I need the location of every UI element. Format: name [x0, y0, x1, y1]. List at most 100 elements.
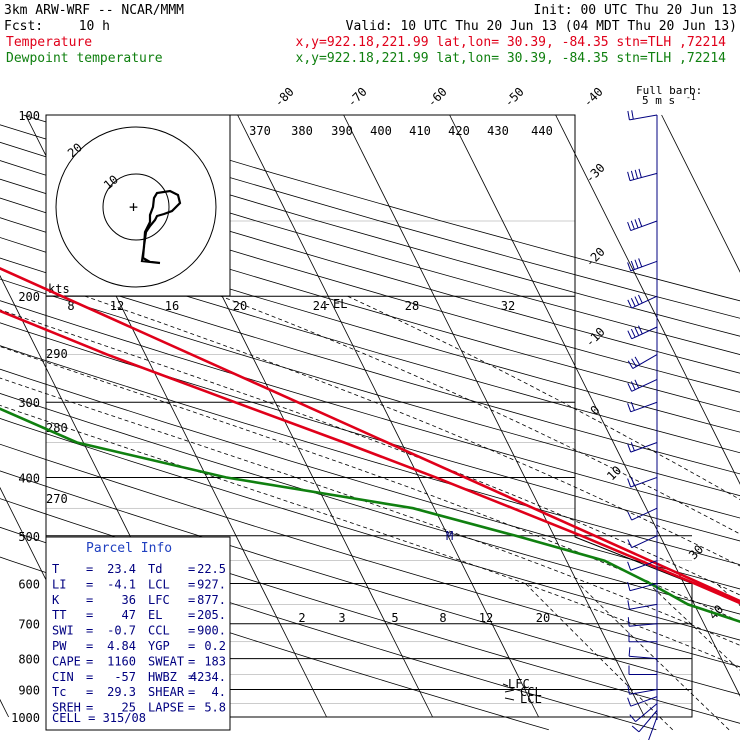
parcel-value-ygp: 0.2: [204, 639, 226, 653]
parcel-key-tc: Tc: [52, 685, 66, 699]
temperature-line: [0, 266, 740, 605]
dry-adiabat-380: [0, 237, 740, 454]
parcel-value-lfc: 877.: [197, 593, 226, 607]
parcel-value-lapse: 5.8: [204, 701, 226, 715]
valid-time: Valid: 10 UTC Thu 20 Jun 13 (04 MDT Thu …: [346, 19, 737, 34]
wind-barb-350: [627, 442, 658, 453]
parcel-value-lcl: 927.: [197, 577, 226, 591]
parcel-value-t: 23.4: [107, 562, 136, 576]
parcel-eq: =: [86, 562, 93, 576]
theta-e-label-440: 440: [531, 124, 553, 138]
fcst-label: Fcst:: [4, 19, 43, 34]
moist-adiabat-10: [0, 404, 740, 668]
wind-barb-925: [627, 696, 658, 707]
isobar-label-600: 600: [18, 577, 40, 591]
moist-adiabat-18: [0, 346, 740, 622]
wind-barb-600: [627, 581, 658, 592]
theta-label-290: 290: [46, 347, 68, 361]
m-label: M: [446, 529, 453, 543]
dewpoint-line: [0, 407, 740, 623]
parcel-eq: =: [86, 577, 93, 591]
dry-adiabat-360: [0, 278, 740, 497]
dry-adiabat-370: [0, 257, 740, 475]
wind-barb-500: [627, 535, 658, 549]
mixing-ratio-3: [578, 583, 730, 731]
hodograph-frame: [45, 114, 231, 297]
dry-adiabat-250: [0, 556, 549, 731]
mixing-ratio-bottom-8: 8: [439, 611, 446, 625]
dry-adiabat-350: [0, 300, 740, 519]
isotherm-label-10: 10: [604, 463, 624, 483]
temperature-label: Temperature: [6, 35, 92, 50]
parcel-key-swi: SWI: [52, 624, 74, 638]
mixing-ratio-bottom-3: 3: [338, 611, 345, 625]
wind-barbs: [627, 110, 658, 740]
dry-adiabat-420: [0, 160, 740, 374]
wind-barb-850: [628, 665, 657, 676]
wind-barb-225: [627, 325, 658, 340]
parcel-eq: =: [86, 654, 93, 668]
dry-adiabat-400: [0, 197, 740, 413]
parcel-key-cape: CAPE: [52, 654, 81, 668]
isobar-label-800: 800: [18, 653, 40, 667]
parcel-key-el: EL: [148, 608, 162, 622]
parcel-value-tt: 47: [122, 608, 136, 622]
mixing-ratio-top-32: 32: [501, 299, 515, 313]
parcel-value-swi: -0.7: [107, 624, 136, 638]
parcel-key-ygp: YGP: [148, 639, 170, 653]
isotherm-label--60: -60: [425, 85, 450, 110]
isotherm-label-30: 30: [686, 542, 706, 562]
isotherm-label--50: -50: [502, 85, 527, 110]
parcel-key-tt: TT: [52, 608, 66, 622]
parcel-eq: =: [188, 577, 195, 591]
hodograph-trace: [140, 189, 182, 265]
moist-adiabat-34: [347, 295, 740, 500]
parcel-key-lfc: LFC: [148, 593, 170, 607]
mixing-ratio-top-16: 16: [165, 299, 179, 313]
isobar-label-400: 400: [18, 471, 40, 485]
parcel-eq: =: [86, 670, 93, 684]
mixing-ratio-lines: [525, 583, 740, 731]
mixing-ratio-2: [525, 583, 673, 731]
mixing-ratio-bottom-12: 12: [479, 611, 493, 625]
parcel-value-shear: 4.: [212, 685, 226, 699]
wind-barb-275: [627, 379, 658, 392]
moist-adiabat-14: [0, 377, 740, 646]
dry-adiabat-290: [0, 443, 740, 668]
parcel-eq: =: [188, 639, 195, 653]
model-title: 3km ARW-WRF -- NCAR/MMM: [4, 3, 184, 18]
isobar-label-1000: 1000: [11, 711, 40, 725]
theta-e-label-400: 400: [370, 124, 392, 138]
dry-adiabat-300: [0, 418, 740, 641]
wind-barb-900: [627, 685, 658, 695]
isotherm-label--80: -80: [272, 85, 297, 110]
parcel-eq: =: [86, 639, 93, 653]
wind-barb-800: [628, 647, 658, 660]
parcel-key-t: T: [52, 562, 59, 576]
parcel-key-sweat: SWEAT: [148, 654, 184, 668]
hodograph-outer-ring: [55, 126, 217, 288]
lfc-label: LFC: [508, 677, 530, 691]
parcel-eq: =: [188, 685, 195, 699]
isotherm-20: [661, 114, 740, 273]
parcel-eq: =: [86, 624, 93, 638]
parcel-eq: =: [188, 562, 195, 576]
isotherm-label--70: -70: [345, 85, 370, 110]
parcel-value-hwbz: 4234.: [190, 670, 226, 684]
wind-barb-750: [628, 632, 657, 643]
wind-barb-450: [627, 507, 658, 521]
parcel-eq: =: [188, 654, 195, 668]
moist-adiabat-22: [0, 309, 740, 596]
theta-e-label-430: 430: [487, 124, 509, 138]
parcel-eq: =: [188, 624, 195, 638]
theta-e-label-380: 380: [291, 124, 313, 138]
fcst-value: 10 h: [79, 19, 110, 34]
wind-barb-1000: [639, 716, 658, 740]
isotherm-label--10: -10: [583, 325, 608, 350]
parcel-value-el: 205.: [197, 608, 226, 622]
parcel-eq: =: [86, 685, 93, 699]
parcel-value-sreh: 25: [122, 701, 136, 715]
theta-label-270: 270: [46, 492, 68, 506]
theta-e-label-410: 410: [409, 124, 431, 138]
